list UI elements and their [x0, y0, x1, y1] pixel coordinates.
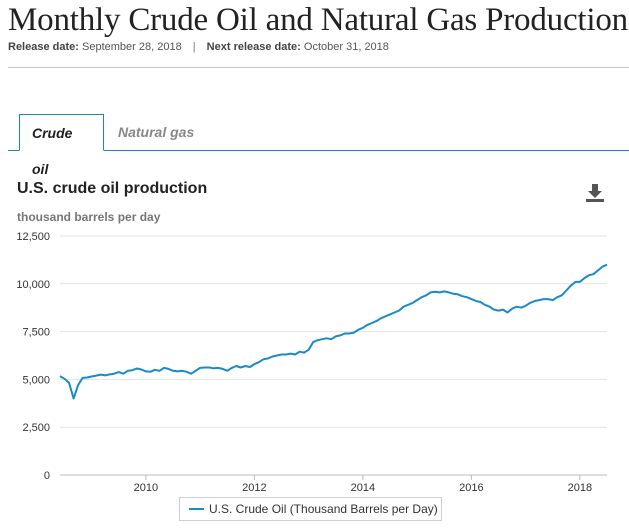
x-tick-label: 2016 [459, 482, 483, 494]
y-tick-label: 7,500 [22, 327, 50, 339]
y-axis: 0 2,500 5,000 7,500 10,000 12,500 [16, 231, 50, 482]
y-tick-label: 5,000 [22, 374, 50, 386]
x-tick-label: 2010 [134, 482, 158, 494]
chart-title: U.S. crude oil production [17, 180, 208, 197]
y-tick-label: 10,000 [16, 279, 50, 291]
legend-swatch [189, 508, 204, 510]
tab-bar: Crude oil Natural gas [8, 114, 629, 177]
next-release-date: October 31, 2018 [303, 41, 389, 53]
series-layer [59, 263, 608, 400]
next-release-date-label: Next release date: [206, 41, 301, 53]
chart-y-axis-label: thousand barrels per day [17, 210, 161, 224]
series-line-us-crude-oil[interactable] [59, 263, 608, 400]
chart-grid [60, 235, 607, 476]
x-tick-label: 2018 [568, 482, 592, 494]
download-button[interactable] [583, 182, 607, 204]
y-tick-label: 2,500 [22, 422, 50, 434]
header-divider [8, 67, 629, 68]
download-icon [586, 184, 604, 202]
x-tick-label: 2014 [351, 482, 375, 494]
tab-crude-oil[interactable]: Crude oil [19, 114, 104, 177]
tab-natural-gas[interactable]: Natural gas [118, 124, 195, 140]
legend-label: U.S. Crude Oil (Thousand Barrels per Day… [209, 502, 438, 516]
release-date-label: Release date: [8, 41, 79, 53]
release-separator: | [192, 41, 196, 53]
x-tick-label: 2012 [242, 482, 266, 494]
release-date: September 28, 2018 [82, 41, 182, 53]
y-tick-label: 12,500 [16, 231, 50, 243]
chart-legend[interactable]: U.S. Crude Oil (Thousand Barrels per Day… [179, 497, 442, 521]
y-tick-label: 0 [44, 470, 50, 482]
release-info: Release date: September 28, 2018 | Next … [8, 41, 389, 53]
x-axis: 2010 2012 2014 2016 2018 [134, 475, 592, 494]
page-title: Monthly Crude Oil and Natural Gas Produc… [8, 2, 628, 38]
